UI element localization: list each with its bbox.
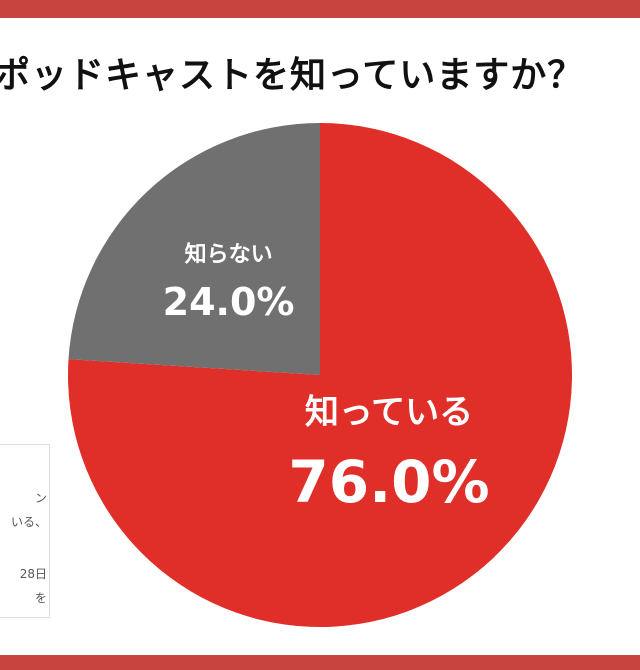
pie-slice <box>68 123 573 627</box>
chart-title: ポッドキャストを知っていますか？ <box>0 55 585 96</box>
slice-label: 知らない <box>185 242 273 268</box>
pie-slice <box>68 123 321 375</box>
top-frame-bar <box>0 0 640 18</box>
slice-value-label: 76.0% <box>288 448 489 516</box>
note-line: を <box>34 591 47 605</box>
survey-note-box: ン いる、 28日 を <box>0 444 50 618</box>
note-line: 28日 <box>19 567 47 581</box>
slice-label: 知っている <box>305 392 473 432</box>
note-line: いる、 <box>10 515 47 529</box>
bottom-frame-bar <box>0 655 640 670</box>
note-line: ン <box>34 491 47 505</box>
slice-value-label: 24.0% <box>163 280 295 324</box>
